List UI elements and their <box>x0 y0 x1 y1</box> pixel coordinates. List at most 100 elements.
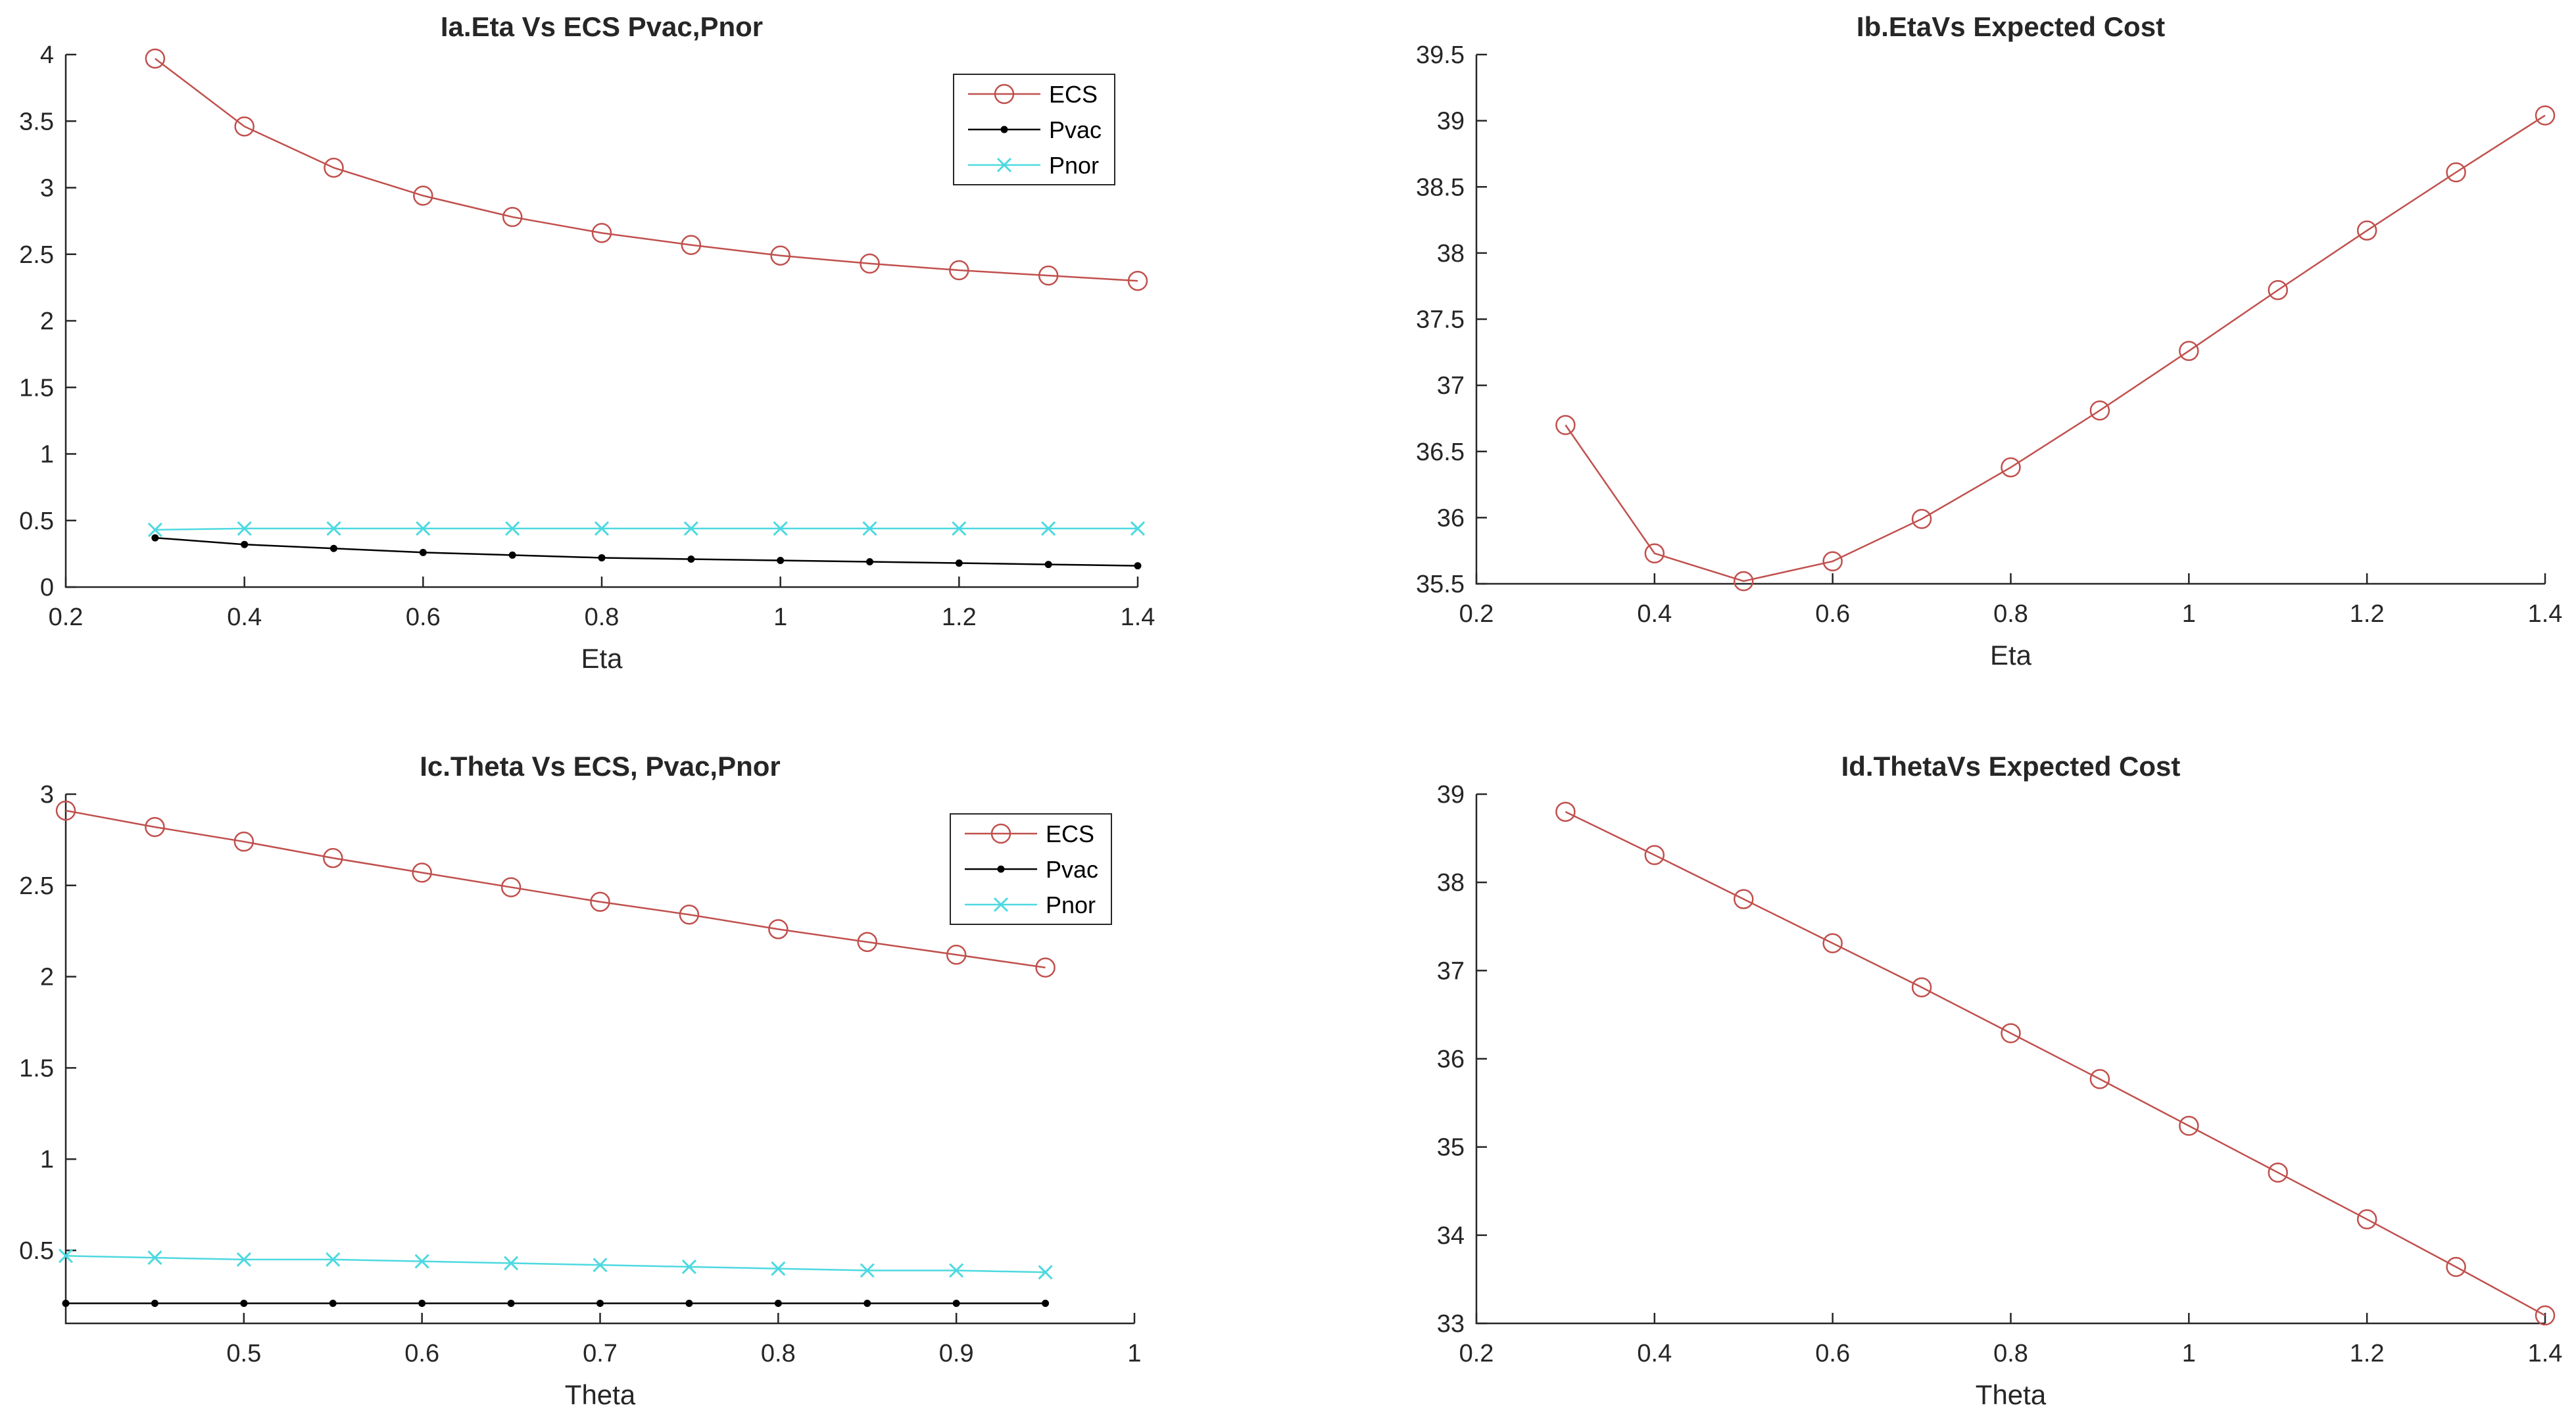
data-point <box>777 557 785 564</box>
data-point <box>857 932 877 953</box>
x-tick-label: 1.4 <box>2528 600 2563 628</box>
data-point <box>62 1299 70 1307</box>
data-point <box>324 157 344 178</box>
data-point <box>598 554 606 561</box>
data-point <box>500 877 522 897</box>
data-point <box>773 521 788 536</box>
y-tick-label: 39 <box>1437 781 1465 809</box>
x-axis-label: Eta <box>581 643 623 674</box>
data-point <box>147 1250 162 1266</box>
y-tick-label: 36.5 <box>1416 438 1465 466</box>
legend-entry: Pnor <box>1046 891 1096 918</box>
data-point <box>2356 1209 2377 1229</box>
data-point <box>590 891 610 912</box>
y-tick-label: 38 <box>1437 869 1465 897</box>
data-point <box>596 1299 604 1307</box>
data-point <box>952 521 967 536</box>
series-line-expected-cost <box>1565 114 2546 582</box>
x-tick-label: 0.4 <box>1637 600 1672 628</box>
data-point <box>1555 801 1576 822</box>
data-point <box>329 1299 337 1307</box>
y-tick-label: 3 <box>40 781 54 809</box>
data-point <box>2001 1023 2021 1043</box>
legend-entry: ECS <box>1046 820 1094 847</box>
series-line-ecs <box>65 809 1046 968</box>
panel-ic: Ic.Theta Vs ECS, Pvac,Pnor Theta 0.5 0.6 0… <box>19 751 1141 1410</box>
legend: ECS Pvac Pnor <box>950 813 1112 925</box>
panel-title: Id.ThetaVs Expected Cost <box>1841 751 2181 782</box>
data-point <box>2268 1162 2288 1183</box>
data-point <box>414 1254 429 1269</box>
data-point <box>1035 957 1056 978</box>
data-point <box>412 863 432 883</box>
data-point <box>147 522 162 537</box>
panel-ia: Ia.Eta Vs ECS Pvac,Pnor Eta 0.2 0.4 0.6 0.8… <box>19 11 1155 674</box>
data-point <box>2535 1305 2556 1326</box>
data-point <box>770 245 790 266</box>
data-point <box>1130 521 1146 536</box>
y-tick-label: 34 <box>1437 1222 1465 1250</box>
legend-entry: Pvac <box>1049 116 1102 143</box>
data-point <box>323 847 343 868</box>
data-point <box>866 558 873 566</box>
y-tick-label: 1 <box>40 1146 54 1173</box>
data-point <box>145 817 165 838</box>
legend-entry: Pvac <box>1046 856 1098 883</box>
data-point <box>768 919 789 939</box>
data-point <box>2446 1256 2466 1277</box>
data-point <box>681 1259 696 1275</box>
data-point <box>1644 845 1665 865</box>
data-point <box>1734 571 1754 592</box>
data-point <box>681 235 702 255</box>
y-tick-label: 35.5 <box>1416 571 1465 598</box>
data-point <box>683 521 698 536</box>
data-point <box>233 831 255 852</box>
y-tick-label: 33 <box>1437 1310 1465 1338</box>
data-point <box>151 534 159 542</box>
data-point <box>58 1248 74 1264</box>
data-point <box>2179 1116 2199 1136</box>
x-tick-label: 1.4 <box>1121 604 1155 631</box>
data-point <box>413 185 433 206</box>
x-tick-label: 1 <box>2182 1340 2196 1367</box>
data-point <box>504 1256 519 1271</box>
data-point <box>508 551 516 559</box>
data-point <box>1042 1299 1050 1307</box>
data-point <box>1644 543 1665 563</box>
data-point <box>2356 220 2377 241</box>
data-point <box>1038 265 1059 286</box>
x-tick-label: 0.6 <box>406 604 441 631</box>
data-point <box>237 521 252 536</box>
data-point <box>502 206 523 227</box>
data-point <box>1822 551 1843 572</box>
data-point <box>418 1299 426 1307</box>
legend-marker <box>990 823 1011 844</box>
legend-marker <box>993 897 1009 912</box>
x-tick-label: 0.6 <box>1815 1340 1850 1367</box>
data-point <box>955 559 963 567</box>
y-tick-label: 0.5 <box>19 508 54 535</box>
panel-title: Ic.Theta Vs ECS, Pvac,Pnor <box>420 751 781 782</box>
data-point <box>2535 105 2556 126</box>
x-axis-label: Theta <box>1976 1379 2047 1410</box>
x-tick-label: 0.4 <box>1637 1340 1672 1367</box>
data-point <box>1041 521 1056 536</box>
data-point <box>2179 341 2199 362</box>
data-point <box>591 223 612 243</box>
y-tick-label: 4 <box>40 41 54 69</box>
x-tick-label: 0.8 <box>761 1340 796 1367</box>
x-tick-label: 0.2 <box>1459 1340 1494 1367</box>
data-point <box>687 555 695 563</box>
data-point <box>326 1252 341 1267</box>
x-tick-label: 0.2 <box>49 604 84 631</box>
data-point <box>1038 1265 1053 1280</box>
x-tick-label: 0.4 <box>227 604 262 631</box>
x-tick-label: 0.8 <box>1993 600 2028 628</box>
panel-title: Ib.EtaVs Expected Cost <box>1857 11 2165 42</box>
x-tick-label: 1.2 <box>2350 1340 2385 1367</box>
data-point <box>2089 1069 2110 1089</box>
data-point <box>2001 457 2021 478</box>
x-tick-label: 1.2 <box>942 604 977 631</box>
y-tick-label: 0 <box>40 574 54 602</box>
